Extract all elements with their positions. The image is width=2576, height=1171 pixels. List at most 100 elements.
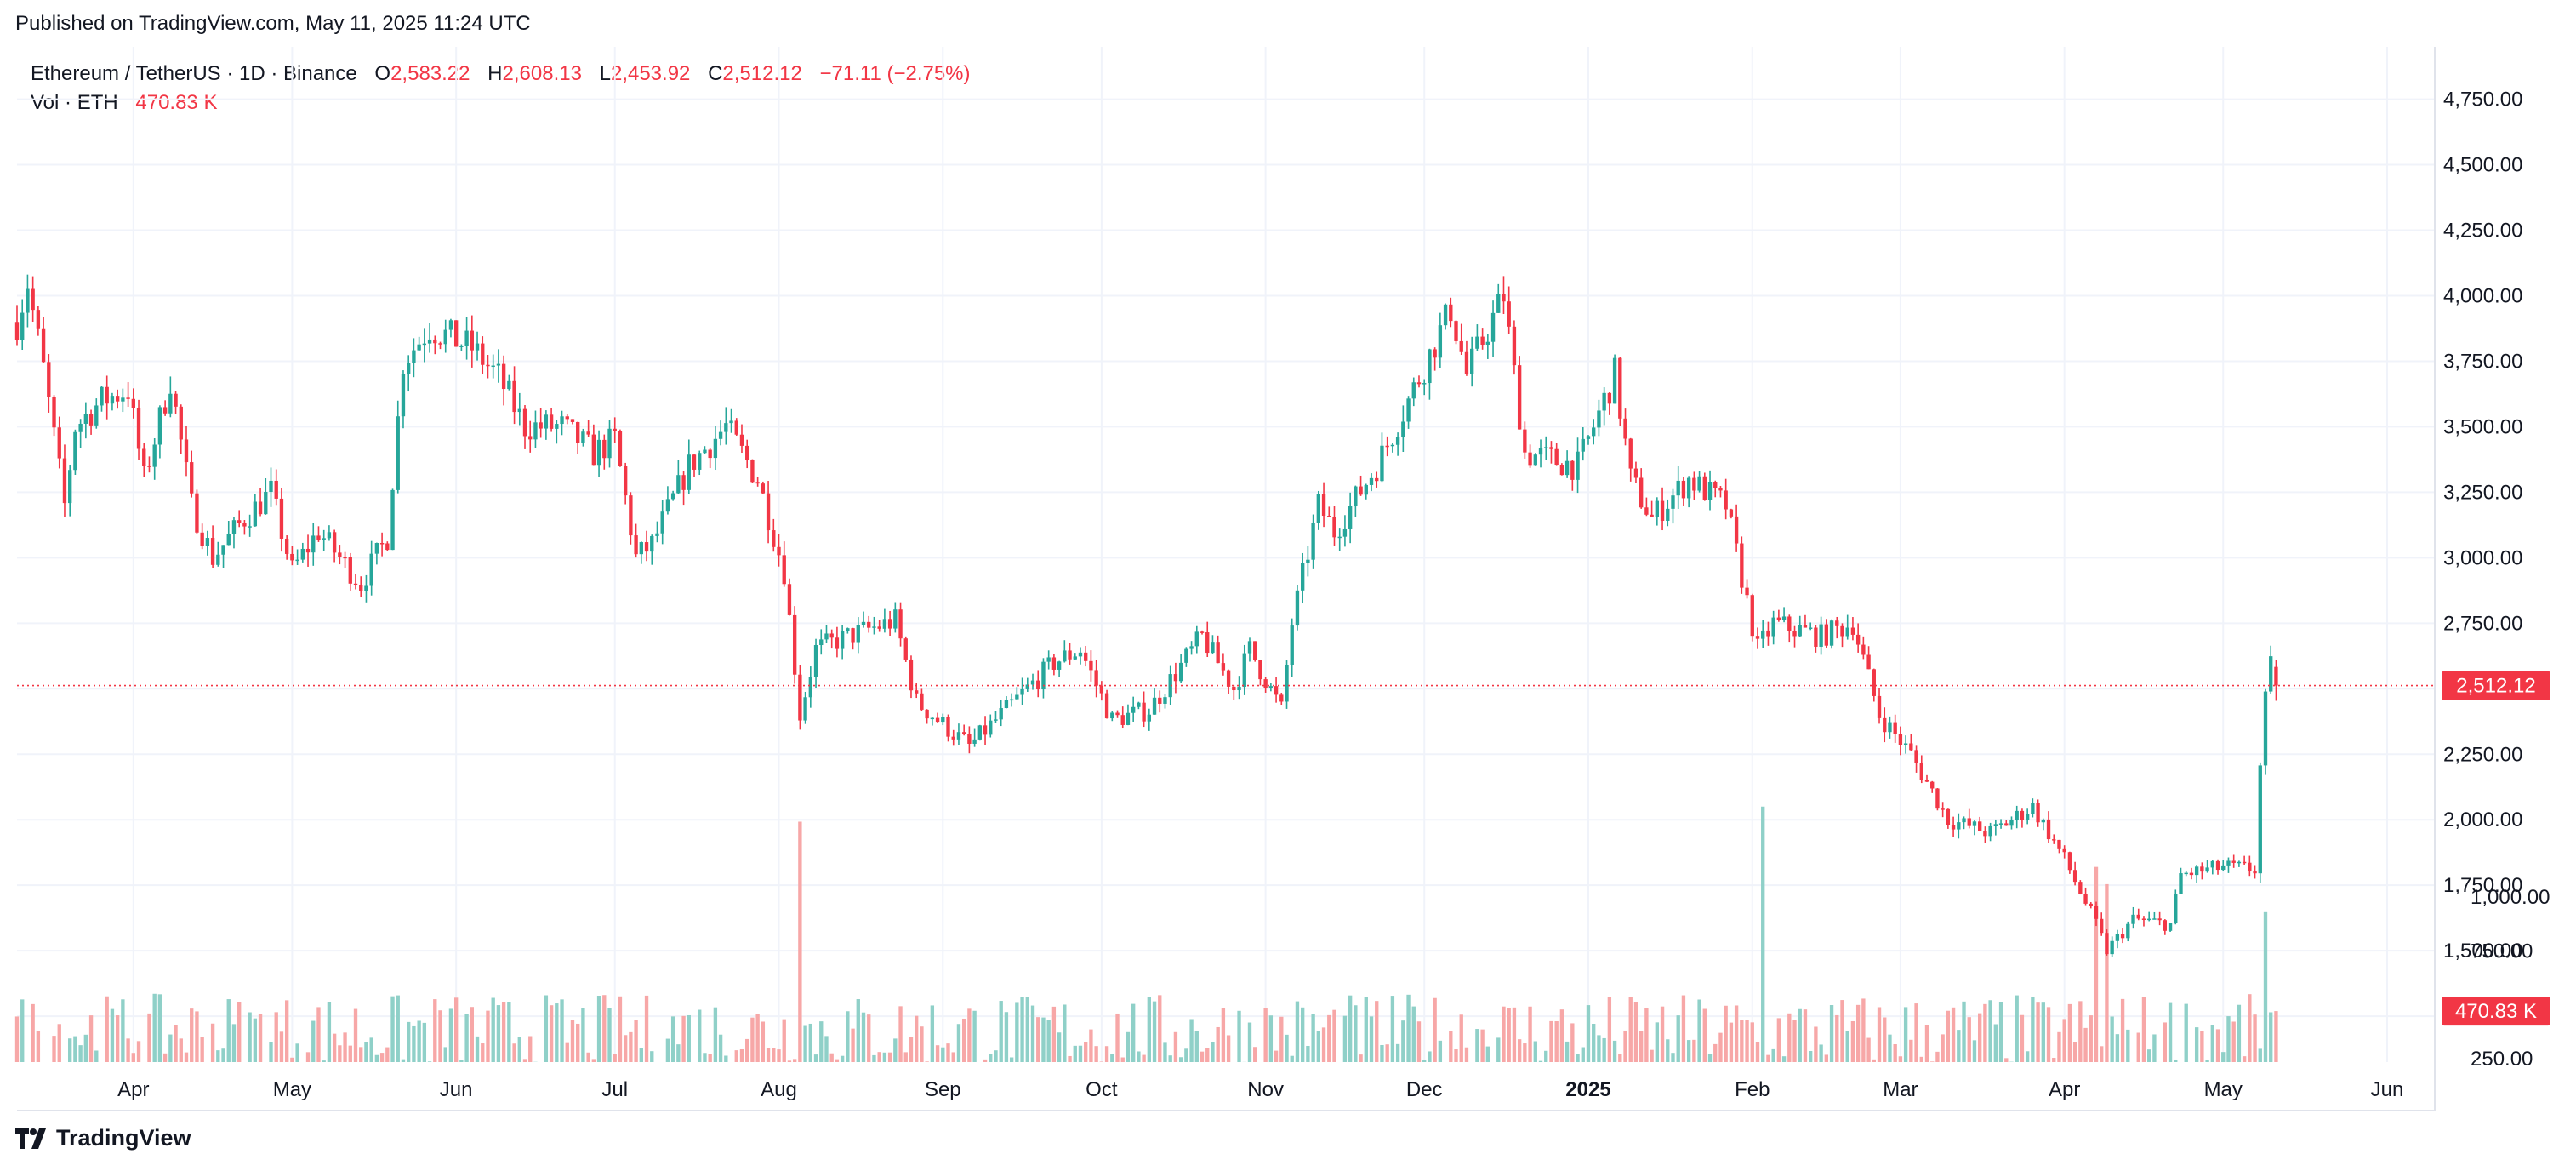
candle-body bbox=[1581, 438, 1585, 452]
volume-bar bbox=[157, 994, 162, 1062]
low-label: L bbox=[599, 62, 611, 85]
volume-bar bbox=[1327, 1014, 1331, 1062]
volume-bar bbox=[1263, 1008, 1268, 1062]
volume-bar bbox=[496, 1005, 501, 1062]
volume-bar bbox=[1538, 1060, 1543, 1062]
time-tick-label: Feb bbox=[1735, 1078, 1770, 1101]
candle-body bbox=[1951, 825, 1956, 830]
candle-body bbox=[1962, 818, 1966, 823]
candle-body bbox=[52, 397, 56, 428]
last-volume-badge-label: 470.83 K bbox=[2455, 1000, 2537, 1023]
price-tick-label: 1,750.00 bbox=[2443, 874, 2522, 897]
volume-bar bbox=[390, 996, 395, 1062]
price-tick-label: 2,000.00 bbox=[2443, 808, 2522, 831]
candle-body bbox=[1740, 543, 1744, 588]
volume-bar bbox=[634, 1020, 638, 1062]
price-tick-label: 2,750.00 bbox=[2443, 612, 2522, 635]
candle-body bbox=[861, 621, 866, 625]
candle-body bbox=[983, 725, 988, 735]
volume-bar bbox=[295, 1043, 299, 1062]
time-axis[interactable]: Apr May Jun Jul Aug Sep Oct Nov Dec 2025 Feb Mar Apr… bbox=[117, 1078, 2403, 1101]
volume-bar bbox=[422, 1022, 427, 1062]
high-value: 2,608.13 bbox=[502, 62, 582, 85]
candle-body bbox=[121, 397, 125, 402]
volume-bar bbox=[581, 1008, 585, 1062]
candle-body bbox=[443, 329, 447, 345]
volume-bar bbox=[200, 1037, 204, 1062]
candle-body bbox=[961, 732, 966, 734]
volume-bar bbox=[846, 1011, 850, 1062]
volume-bar bbox=[1184, 1048, 1188, 1062]
candle-body bbox=[184, 439, 189, 463]
volume-bar bbox=[1411, 1006, 1416, 1062]
candle-body bbox=[1216, 642, 1220, 664]
candle-body bbox=[1078, 652, 1083, 657]
volume-bar bbox=[269, 1042, 273, 1062]
volume-bar bbox=[882, 1052, 887, 1062]
volume-bar bbox=[1909, 1039, 1913, 1062]
volume-bar bbox=[2274, 1011, 2278, 1062]
candle-body bbox=[893, 609, 898, 629]
volume-bar bbox=[1459, 1014, 1463, 1062]
volume-label[interactable]: Vol · ETH bbox=[31, 91, 118, 114]
candle-body bbox=[459, 346, 464, 347]
volume-bar bbox=[131, 1053, 135, 1062]
candle-body bbox=[1168, 674, 1172, 698]
volume-bar bbox=[1845, 1031, 1849, 1062]
volume-bar bbox=[1099, 1061, 1104, 1062]
volume-bar bbox=[1502, 1006, 1506, 1062]
candle-body bbox=[877, 626, 881, 629]
candle-body bbox=[1094, 670, 1098, 686]
volume-bar bbox=[528, 1036, 533, 1062]
candle-body bbox=[248, 526, 252, 528]
volume-bar bbox=[1464, 1047, 1469, 1062]
volume-bar bbox=[787, 1060, 792, 1062]
volume-bar bbox=[1930, 1061, 1935, 1062]
candle-body bbox=[539, 422, 543, 429]
candle-body bbox=[1046, 657, 1051, 662]
candle-body bbox=[777, 546, 781, 556]
volume-bar bbox=[1216, 1026, 1220, 1062]
volume-bar bbox=[2020, 1014, 2025, 1062]
volume-bar bbox=[1597, 1035, 1601, 1062]
candle-body bbox=[761, 483, 766, 494]
candle-body bbox=[1840, 625, 1844, 637]
volume-bar bbox=[1978, 1013, 1982, 1062]
candle-body bbox=[269, 480, 273, 492]
candle-body bbox=[1935, 788, 1940, 809]
volume-bar bbox=[147, 1013, 151, 1062]
volume-bar bbox=[279, 1031, 284, 1062]
tradingview-footer[interactable]: TradingView bbox=[15, 1125, 191, 1151]
volume-bar bbox=[374, 1054, 379, 1062]
volume-bar bbox=[1046, 1020, 1051, 1062]
volume-bar bbox=[565, 1042, 569, 1062]
volume-bar bbox=[1390, 996, 1395, 1062]
candle-body bbox=[1883, 717, 1887, 733]
candle-body bbox=[157, 407, 162, 445]
candle-body bbox=[1316, 494, 1321, 523]
volume-bar bbox=[258, 1014, 263, 1062]
candle-body bbox=[533, 422, 538, 440]
volume-bar bbox=[867, 1014, 871, 1062]
candle-body bbox=[290, 553, 294, 561]
price-tick-label: 4,000.00 bbox=[2443, 284, 2522, 307]
candle-body bbox=[1263, 679, 1268, 688]
volume-bar bbox=[803, 1025, 807, 1062]
price-axis[interactable]: 1,250.001,500.001,750.002,000.002,250.00… bbox=[2443, 89, 2550, 1071]
volume-bar bbox=[1131, 1003, 1136, 1062]
volume-bar bbox=[327, 1002, 332, 1062]
price-tick-label: 4,250.00 bbox=[2443, 220, 2522, 243]
candle-body bbox=[486, 364, 490, 367]
candle-body bbox=[1528, 452, 1532, 466]
symbol-label[interactable]: Ethereum / TetherUS · 1D · Binance bbox=[31, 62, 357, 85]
candle-body bbox=[1855, 634, 1861, 645]
volume-bar bbox=[1607, 997, 1612, 1062]
volume-bar bbox=[311, 1020, 316, 1062]
candle-body bbox=[528, 436, 533, 440]
candle-body bbox=[1390, 444, 1395, 447]
volume-bar bbox=[1030, 1005, 1035, 1062]
candle-body bbox=[629, 495, 633, 536]
candle-body bbox=[1602, 392, 1606, 411]
volume-bar bbox=[903, 1052, 908, 1062]
